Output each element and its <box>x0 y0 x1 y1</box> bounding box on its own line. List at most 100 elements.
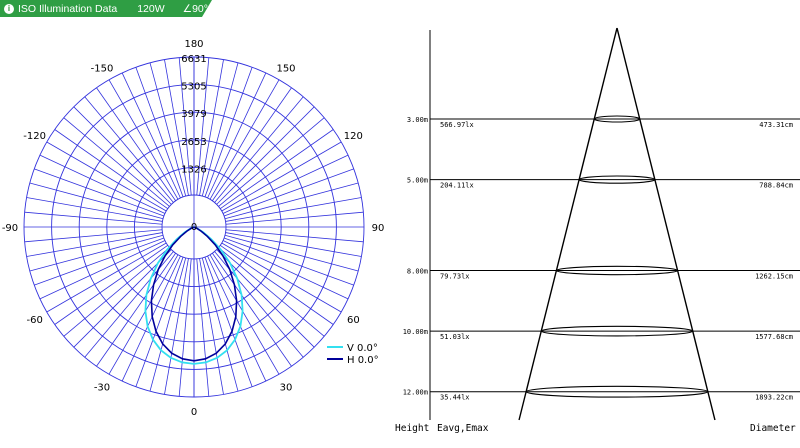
polar-spoke <box>39 240 166 300</box>
cone-diameter-label: 473.31cm <box>759 121 793 129</box>
polar-grid <box>23 56 365 398</box>
polar-spoke <box>196 258 210 397</box>
polar-spoke <box>121 255 181 382</box>
polar-spoke <box>108 254 179 375</box>
polar-spoke <box>46 141 167 212</box>
polar-spoke <box>63 117 170 207</box>
polar-radial-tick: 2653 <box>181 137 206 148</box>
info-icon: i <box>4 3 14 14</box>
polar-spoke <box>225 232 362 257</box>
polar-spoke <box>199 258 224 395</box>
polar-spoke <box>214 96 304 203</box>
cone-eavg-label: 51.03lx <box>440 333 470 341</box>
polar-spoke <box>222 240 349 300</box>
polar-spoke <box>221 242 342 313</box>
polar-radial-tick: 1326 <box>181 164 206 175</box>
polar-spoke <box>209 79 280 200</box>
polar-spoke <box>201 257 239 392</box>
header-beam-angle: ∠90° <box>182 2 208 15</box>
polar-spoke <box>221 141 342 212</box>
cone-right-edge <box>616 27 716 421</box>
polar-spoke <box>219 129 334 209</box>
legend-label: H 0.0° <box>347 355 379 366</box>
polar-radial-tick: 5305 <box>181 82 206 93</box>
header-title: ISO Illumination Data <box>18 2 118 15</box>
polar-spoke <box>46 242 167 313</box>
polar-spoke <box>164 59 189 196</box>
footer-eavg-label: Eavg,Emax <box>437 423 489 434</box>
cone-eavg-label: 35.44lx <box>440 394 470 402</box>
polar-spoke <box>164 258 189 395</box>
polar-spoke <box>196 57 210 196</box>
header-power: 120W <box>137 2 165 15</box>
polar-spoke <box>225 211 364 225</box>
cone-ellipse <box>540 325 694 337</box>
polar-spoke <box>96 87 176 202</box>
polar-angle-label: -120 <box>23 131 46 142</box>
cone-eavg-label: 204.11lx <box>440 182 474 190</box>
polar-spoke <box>121 72 181 199</box>
polar-radial-tick: 6631 <box>181 54 206 65</box>
header-shape <box>0 0 212 17</box>
polar-angle-label: 90 <box>372 223 385 234</box>
polar-spoke <box>218 247 325 337</box>
polar-radial-tick: 3979 <box>181 109 206 120</box>
legend-label: V 0.0° <box>347 343 378 354</box>
polar-spoke <box>201 62 239 197</box>
polar-series <box>144 226 244 365</box>
cone-height-label: 5.00m <box>407 177 428 185</box>
polar-spoke <box>84 96 174 203</box>
polar-spoke <box>204 256 253 387</box>
cone-height-label: 3.00m <box>407 116 428 124</box>
polar-spoke <box>34 237 165 286</box>
polar-spoke <box>34 168 165 217</box>
polar-spoke <box>178 57 192 196</box>
cone-ellipse <box>525 385 709 398</box>
polar-spoke <box>149 62 187 197</box>
polar-labels: 0 1326 2653 3979 5305 6631 180 150 120 90 60 30 0 -30… <box>2 39 385 418</box>
cone-diameter-label: 1893.22cm <box>755 394 793 402</box>
polar-spoke <box>135 67 184 198</box>
polar-angle-label: -90 <box>2 223 18 234</box>
polar-spoke <box>218 117 325 207</box>
polar-spoke <box>73 249 172 348</box>
header-banner: i ISO Illumination Data 120W ∠90° <box>0 0 212 17</box>
header-text: i ISO Illumination Data 120W ∠90° <box>4 0 208 17</box>
polar-spoke <box>223 168 354 217</box>
cone-eavg-label: 79.73lx <box>440 273 470 281</box>
polar-spoke <box>207 255 267 382</box>
cone-height-label: 10.00m <box>403 328 428 336</box>
polar-angle-label: -60 <box>26 315 42 326</box>
polar-spoke <box>225 197 362 222</box>
polar-spoke <box>135 256 184 387</box>
footer-height-label: Height <box>395 423 429 434</box>
polar-spoke <box>204 67 253 198</box>
polar-legend: V 0.0°H 0.0° <box>327 343 379 366</box>
cone-diameter-label: 788.84cm <box>759 182 793 190</box>
cone-diameter-label: 1262.15cm <box>755 273 793 281</box>
polar-spoke <box>54 245 169 325</box>
polar-spoke <box>224 182 359 220</box>
polar-series-line <box>150 226 238 362</box>
cone-left-edge <box>518 27 618 421</box>
cone-ellipse <box>593 115 641 123</box>
polar-spoke <box>29 182 164 220</box>
polar-spoke <box>209 254 280 375</box>
polar-spoke <box>216 106 315 205</box>
footer-diameter-label: Diameter <box>750 423 796 434</box>
polar-spoke <box>224 234 359 272</box>
polar-angle-label: -150 <box>91 64 114 75</box>
polar-spoke <box>219 245 334 325</box>
cone-chart: 3.00m 566.97lx 473.31cm 5.00m 204.11lx 788.84… <box>403 27 800 421</box>
polar-spoke <box>26 232 163 257</box>
polar-angle-label: 150 <box>276 64 295 75</box>
polar-angle-label: -30 <box>94 382 110 393</box>
polar-chart: 0 1326 2653 3979 5305 6631 180 150 120 90 60 30 0 -30… <box>2 39 385 418</box>
polar-spoke <box>225 229 364 243</box>
polar-spoke <box>63 247 170 337</box>
polar-spoke <box>26 197 163 222</box>
cone-ellipse <box>578 175 656 184</box>
header-background <box>0 0 212 17</box>
polar-spoke <box>178 258 192 397</box>
